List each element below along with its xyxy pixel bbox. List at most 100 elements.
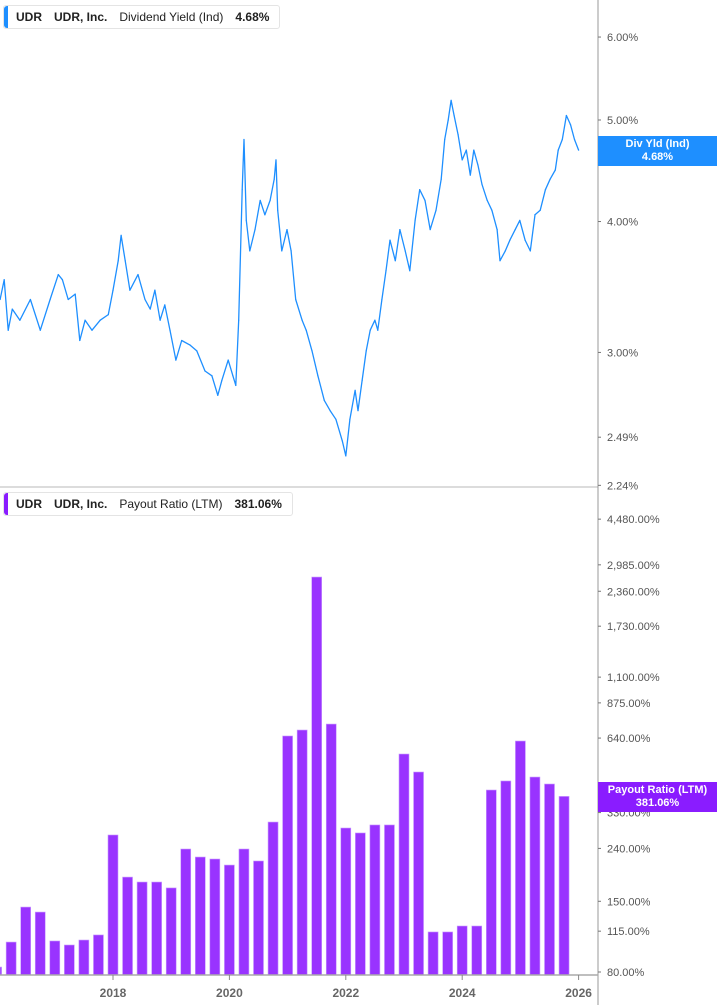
data-point <box>99 319 101 321</box>
data-point <box>435 209 437 211</box>
tag-value: 381.06% <box>635 797 680 809</box>
payout-bar <box>165 887 177 976</box>
payout-bar <box>64 944 75 976</box>
data-point <box>275 159 277 161</box>
payout-bar <box>20 906 32 976</box>
payout-ratio-axis-tag: Payout Ratio (LTM) 381.06% <box>598 782 717 812</box>
data-point <box>473 149 475 151</box>
data-point <box>227 359 229 361</box>
data-point <box>67 298 69 301</box>
payout-bar <box>151 881 162 976</box>
data-point <box>189 344 191 346</box>
top-legend[interactable]: UDR UDR, Inc. Dividend Yield (Ind) 4.68% <box>3 5 281 29</box>
data-point <box>404 250 406 252</box>
payout-bar <box>238 848 250 976</box>
data-point <box>217 394 219 396</box>
data-point <box>461 159 463 161</box>
payout-bar <box>49 940 61 976</box>
legend-company: UDR, Inc. <box>54 10 108 24</box>
data-point <box>377 329 379 331</box>
payout-bar <box>485 789 497 976</box>
data-point <box>290 250 292 252</box>
dividend-yield-plot <box>0 99 580 457</box>
x-tick-label: 2024 <box>449 986 476 1000</box>
payout-bar <box>500 780 512 976</box>
data-point <box>424 199 426 202</box>
data-point <box>557 149 559 151</box>
data-point <box>235 384 237 387</box>
top-y-axis: 6.00% 5.00% 4.00% 3.00% 2.49% 2.24% <box>598 32 638 492</box>
data-point <box>277 209 279 211</box>
payout-bar <box>340 827 352 976</box>
data-point <box>124 260 126 262</box>
data-point <box>529 250 531 252</box>
data-point <box>211 375 213 377</box>
data-point <box>419 189 421 191</box>
bottom-y-axis: 4,480.00% 2,985.00% 2,360.00% 1,730.00% 1,10… <box>598 514 660 979</box>
data-point <box>259 199 261 202</box>
data-point <box>0 298 1 301</box>
data-point <box>254 228 256 231</box>
data-point <box>539 209 541 211</box>
payout-bar <box>325 723 337 976</box>
legend-ticker: UDR <box>16 497 42 511</box>
data-point <box>241 189 243 191</box>
bottom-legend[interactable]: UDR UDR, Inc. Payout Ratio (LTM) 381.06% <box>3 492 293 516</box>
y-tick-label: 5.00% <box>607 115 638 127</box>
data-point <box>79 339 81 342</box>
data-point <box>365 350 367 352</box>
data-point <box>440 178 442 180</box>
data-point <box>3 279 5 281</box>
data-point <box>74 293 76 295</box>
data-point <box>504 250 506 252</box>
data-point <box>357 409 359 412</box>
y-tick-label: 2,360.00% <box>607 586 660 598</box>
y-tick-label: 80.00% <box>607 967 645 979</box>
data-point <box>295 298 297 301</box>
data-point <box>57 273 59 276</box>
series-color-swatch <box>4 6 8 28</box>
data-point <box>169 329 171 331</box>
tag-label: Payout Ratio (LTM) <box>607 784 708 796</box>
tag-value: 4.68% <box>641 151 674 163</box>
data-point <box>137 273 139 276</box>
data-point <box>286 228 288 231</box>
tag-label: Div Yld (Ind) <box>625 138 690 150</box>
x-tick-label: 2018 <box>100 986 127 1000</box>
y-tick-label: 1,100.00% <box>607 672 660 684</box>
dividend-yield-line <box>0 99 580 457</box>
payout-bar <box>180 848 192 976</box>
legend-value: 381.06% <box>234 497 282 511</box>
data-point <box>49 298 51 301</box>
data-point <box>389 239 391 241</box>
legend-metric: Payout Ratio (LTM) <box>119 497 223 511</box>
payout-bar <box>456 925 468 976</box>
data-point <box>514 228 516 231</box>
data-point <box>509 239 511 241</box>
payout-bar <box>369 824 381 976</box>
data-point <box>175 359 177 361</box>
payout-bar <box>398 753 410 976</box>
data-point <box>444 138 446 141</box>
y-tick-label: 640.00% <box>607 733 651 745</box>
data-point <box>91 329 93 331</box>
data-point <box>305 329 307 331</box>
data-point <box>19 319 21 321</box>
data-point <box>311 350 313 352</box>
payout-bar <box>93 934 104 976</box>
data-point <box>7 329 9 331</box>
payout-bar <box>544 783 555 976</box>
data-point <box>369 329 371 331</box>
data-point <box>196 350 198 352</box>
data-point <box>154 289 156 291</box>
data-point <box>429 228 431 231</box>
data-point <box>301 319 303 321</box>
y-tick-label: 150.00% <box>607 896 651 908</box>
payout-bar <box>355 832 366 976</box>
payout-bar <box>0 966 2 976</box>
data-point <box>345 455 347 457</box>
data-point <box>317 375 319 377</box>
data-point <box>565 114 567 117</box>
data-point <box>385 270 387 272</box>
